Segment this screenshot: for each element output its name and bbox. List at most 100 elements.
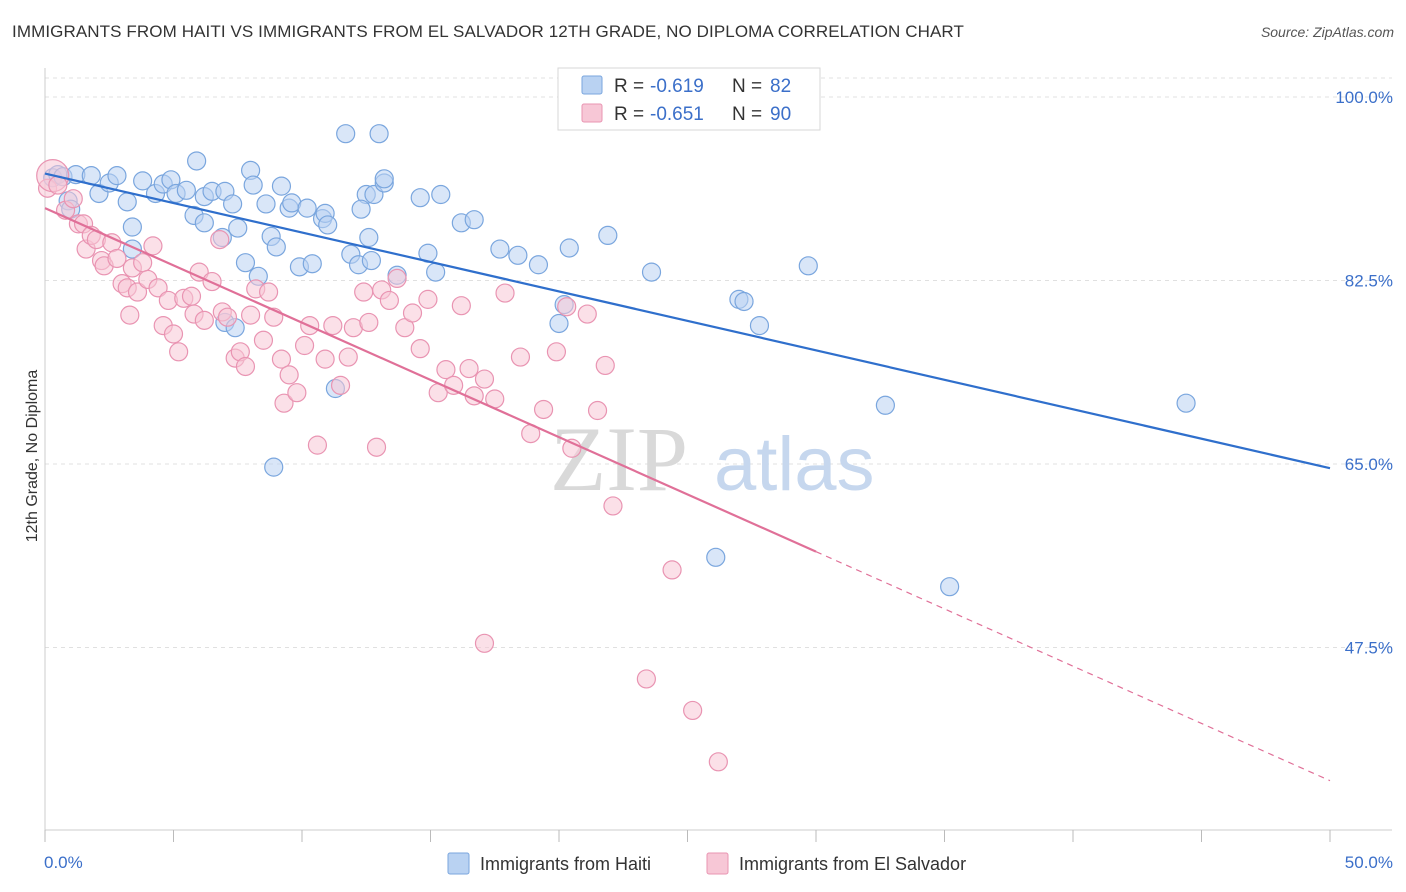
stats-legend-r-value-elsalvador: -0.651 — [650, 104, 704, 125]
point-haiti — [228, 218, 248, 238]
point-haiti — [1176, 393, 1196, 413]
point-haiti — [875, 395, 895, 415]
point-haiti — [426, 262, 446, 282]
point-elsalvador — [279, 365, 299, 385]
point-haiti — [734, 291, 754, 312]
point-elsalvador — [359, 312, 379, 333]
stats-legend-swatch-elsalvador — [581, 103, 603, 123]
point-haiti — [176, 180, 196, 200]
stats-legend-n-label-haiti: N = — [732, 76, 762, 97]
point-elsalvador — [474, 369, 495, 389]
point-elsalvador — [294, 335, 315, 356]
y-tick-label: 65.0% — [1345, 455, 1393, 474]
point-elsalvador — [169, 342, 189, 362]
point-elsalvador — [315, 349, 335, 369]
point-haiti — [549, 313, 569, 334]
point-haiti — [351, 199, 371, 219]
point-elsalvador — [595, 355, 615, 376]
point-elsalvador — [636, 669, 656, 689]
point-elsalvador — [354, 282, 374, 302]
stats-legend: R = -0.619 N = 82 R = -0.651 N = 90 — [557, 67, 821, 131]
point-haiti — [410, 188, 430, 208]
point-haiti — [940, 577, 960, 597]
point-haiti — [117, 192, 137, 212]
point-haiti — [464, 210, 484, 230]
point-elsalvador — [258, 282, 279, 302]
point-haiti — [508, 245, 528, 265]
point-elsalvador — [217, 307, 238, 327]
point-haiti — [361, 250, 381, 271]
point-elsalvador — [287, 383, 307, 403]
y-tick-label: 100.0% — [1335, 88, 1393, 107]
point-haiti — [559, 238, 579, 258]
point-elsalvador — [194, 310, 214, 330]
point-elsalvador — [533, 399, 554, 420]
point-elsalvador — [323, 315, 343, 336]
point-elsalvador — [330, 375, 351, 395]
point-elsalvador — [418, 289, 438, 309]
legend-label-haiti: Immigrants from Haiti — [480, 854, 651, 874]
point-elsalvador — [181, 286, 202, 306]
point-elsalvador — [127, 282, 148, 302]
y-tick-label: 47.5% — [1345, 639, 1393, 658]
point-elsalvador — [253, 330, 274, 350]
point-elsalvador — [451, 296, 471, 316]
point-elsalvador — [143, 236, 163, 256]
point-elsalvador — [603, 496, 623, 516]
point-haiti — [641, 262, 662, 282]
point-haiti — [243, 175, 263, 195]
stats-legend-r-label-haiti: R = — [614, 76, 644, 97]
point-haiti — [264, 457, 284, 477]
stats-legend-n-value-elsalvador: 90 — [770, 104, 791, 125]
point-haiti — [749, 315, 770, 336]
watermark-zip: ZIP — [550, 408, 688, 510]
bottom-legend: Immigrants from Haiti Immigrants from El… — [447, 852, 966, 875]
trend-line-dashed-elsalvador — [815, 551, 1331, 782]
point-elsalvador — [708, 752, 728, 772]
watermark-atlas: atlas — [714, 422, 875, 507]
point-elsalvador — [495, 283, 515, 303]
stats-legend-r-label-elsalvador: R = — [614, 104, 644, 125]
point-elsalvador — [546, 342, 567, 362]
point-haiti — [266, 237, 286, 257]
point-haiti — [133, 171, 153, 191]
source-label: Source: ZipAtlas.com — [1260, 24, 1394, 40]
point-elsalvador — [241, 305, 261, 325]
point-elsalvador — [148, 278, 168, 298]
legend-label-elsalvador: Immigrants from El Salvador — [739, 854, 966, 874]
point-elsalvador — [662, 560, 682, 580]
point-elsalvador — [133, 253, 153, 273]
point-elsalvador — [474, 633, 495, 653]
point-elsalvador — [338, 347, 358, 367]
point-haiti — [318, 215, 338, 235]
point-elsalvador — [410, 339, 430, 359]
point-elsalvador — [510, 347, 531, 367]
point-haiti — [271, 176, 292, 196]
point-elsalvador — [379, 290, 399, 311]
point-haiti — [194, 213, 214, 233]
point-elsalvador — [210, 230, 230, 250]
point-haiti — [256, 194, 276, 214]
point-elsalvador — [587, 400, 608, 421]
point-elsalvador — [366, 437, 387, 457]
point-haiti — [297, 198, 317, 218]
point-haiti — [302, 254, 322, 274]
point-elsalvador — [163, 324, 184, 344]
point-elsalvador — [235, 356, 256, 377]
point-elsalvador — [436, 360, 456, 380]
watermark: ZIP atlas — [550, 408, 875, 510]
point-haiti — [187, 151, 207, 171]
points-layer — [36, 124, 1196, 772]
point-elsalvador — [402, 303, 423, 323]
stats-legend-swatch-haiti — [581, 75, 603, 95]
stats-legend-n-value-haiti: 82 — [770, 76, 791, 97]
point-haiti — [374, 169, 394, 189]
x-tick-label-left: 0.0% — [44, 853, 83, 872]
point-elsalvador — [683, 700, 703, 721]
point-haiti — [223, 194, 243, 214]
legend-swatch-elsalvador — [706, 852, 729, 875]
point-haiti — [336, 124, 356, 144]
point-haiti — [798, 256, 818, 276]
stats-legend-n-label-elsalvador: N = — [732, 104, 762, 125]
